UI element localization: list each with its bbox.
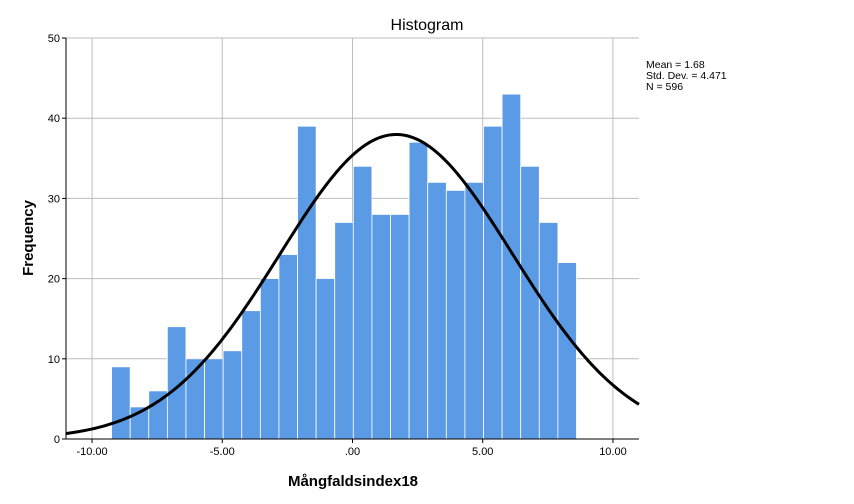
histogram-bar: [315, 278, 336, 440]
histogram-bar: [483, 125, 503, 440]
y-tick-label: 0: [54, 434, 60, 446]
histogram-bar: [222, 350, 243, 440]
bars: [111, 93, 577, 440]
histogram-bar: [408, 141, 429, 440]
x-tick-label: .00: [345, 446, 360, 458]
x-tick-label: -5.00: [210, 446, 235, 458]
histogram-bar: [557, 262, 577, 440]
histogram-bar: [538, 222, 559, 440]
y-tick-label: 10: [48, 354, 60, 366]
chart-title: Histogram: [391, 17, 464, 34]
histogram-bar: [259, 278, 280, 440]
x-tick-label: 10.00: [599, 446, 627, 458]
histogram-bar: [241, 310, 261, 440]
histogram-bar: [520, 165, 540, 440]
x-tick-label: 5.00: [472, 446, 493, 458]
histogram-bar: [111, 366, 131, 440]
x-axis-label: Mångfaldsindex18: [288, 473, 418, 490]
y-tick-label: 30: [48, 193, 60, 205]
histogram-bar: [464, 181, 484, 440]
y-axis-label: Frequency: [20, 199, 37, 276]
x-ticks: -10.00 -5.00 .00 5.00 10.00: [76, 439, 627, 458]
y-tick-label: 40: [48, 113, 60, 125]
histogram-bar: [445, 189, 466, 440]
histogram-bar: [371, 214, 391, 440]
y-tick-label: 20: [48, 274, 60, 286]
histogram-bar: [390, 214, 410, 440]
histogram-bar: [352, 165, 373, 440]
stats-n: N = 596: [646, 81, 683, 93]
histogram-bar: [278, 254, 298, 440]
stats-mean: Mean = 1.68: [646, 59, 705, 71]
histogram-bar: [427, 181, 447, 440]
x-tick-label: -10.00: [76, 446, 107, 458]
histogram-bar: [297, 125, 317, 440]
histogram-bar: [204, 358, 224, 440]
normal-curve: [65, 132, 640, 436]
y-ticks: 0 10 20 30 40 50: [48, 33, 66, 446]
histogram-bar: [334, 222, 354, 440]
y-tick-label: 50: [48, 33, 60, 45]
histogram-bar: [501, 93, 522, 440]
stats-std-dev: Std. Dev. = 4.471: [646, 70, 727, 82]
